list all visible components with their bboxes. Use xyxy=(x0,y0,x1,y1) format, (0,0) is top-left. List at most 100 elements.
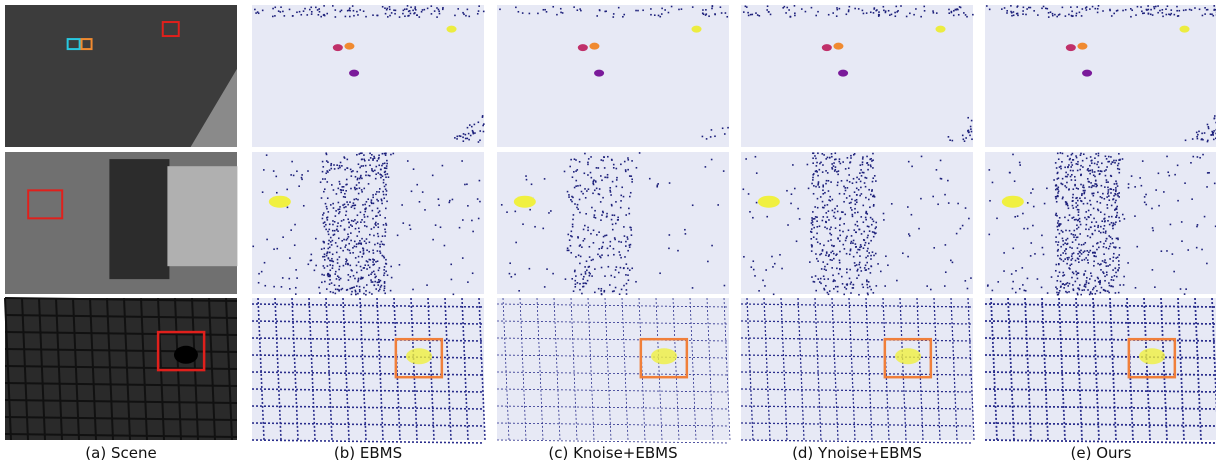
event-dot xyxy=(385,194,387,196)
event-dot xyxy=(1118,172,1120,174)
event-dot xyxy=(570,159,572,161)
event-dot xyxy=(1213,139,1215,141)
event-dot xyxy=(951,12,953,14)
event-dot xyxy=(327,211,329,213)
event-dot xyxy=(373,235,375,237)
event-dot xyxy=(383,182,385,184)
event-dot xyxy=(1081,253,1083,255)
event-dot xyxy=(584,225,586,227)
event-dot xyxy=(355,228,357,230)
event-dot xyxy=(379,267,381,269)
event-dot xyxy=(1086,277,1088,279)
event-dot xyxy=(811,222,813,224)
event-dot xyxy=(365,16,367,18)
event-dot xyxy=(1048,12,1050,14)
event-dot xyxy=(363,188,365,190)
event-dot xyxy=(1100,226,1102,228)
event-dot xyxy=(341,220,343,222)
event-dot xyxy=(560,12,562,14)
event-dot xyxy=(384,153,386,155)
event-dot xyxy=(966,16,968,18)
event-dot xyxy=(337,259,339,261)
event-dot xyxy=(1083,184,1085,186)
event-dot xyxy=(1097,170,1099,172)
event-dot xyxy=(1046,188,1048,190)
event-dot xyxy=(372,210,374,212)
event-dot xyxy=(1104,280,1106,282)
event-dot xyxy=(569,166,571,168)
event-dot xyxy=(361,277,363,279)
event-dot xyxy=(1072,241,1074,243)
event-dot xyxy=(947,180,949,182)
event-dot xyxy=(1123,284,1125,286)
event-dot xyxy=(588,188,590,190)
event-dot xyxy=(1108,282,1110,284)
event-dot xyxy=(1101,185,1103,187)
event-dot xyxy=(702,136,704,138)
event-dot xyxy=(839,240,841,242)
event-dot xyxy=(599,188,601,190)
event-dot xyxy=(1101,163,1103,165)
event-dot xyxy=(827,216,829,218)
event-dot xyxy=(376,166,378,168)
event-dot xyxy=(529,209,531,211)
event-dot xyxy=(832,281,834,283)
event-dot xyxy=(436,16,438,18)
event-dot xyxy=(828,240,830,242)
event-dot xyxy=(1078,214,1080,216)
event-dot xyxy=(839,269,841,271)
event-dot xyxy=(712,6,714,8)
event-dot xyxy=(1097,191,1099,193)
event-dot xyxy=(1093,260,1095,262)
event-dot xyxy=(284,15,286,17)
event-dot xyxy=(391,277,393,279)
event-dot xyxy=(263,169,265,171)
event-dot xyxy=(750,14,752,16)
event-blob xyxy=(822,44,832,51)
event-dot xyxy=(518,290,520,292)
event-dot xyxy=(1003,252,1005,254)
event-dot xyxy=(546,268,548,270)
event-dot xyxy=(351,206,353,208)
event-dot xyxy=(849,269,851,271)
event-dot xyxy=(870,258,872,260)
event-dot xyxy=(871,224,873,226)
event-dot xyxy=(1062,275,1064,277)
event-dot xyxy=(1047,8,1049,10)
event-dot xyxy=(859,195,861,197)
event-dot xyxy=(1066,263,1068,265)
event-dot xyxy=(1104,214,1106,216)
event-dot xyxy=(345,190,347,192)
event-dot xyxy=(613,248,615,250)
event-net xyxy=(252,440,484,443)
event-dot xyxy=(933,247,935,249)
event-dot xyxy=(366,260,368,262)
event-dot xyxy=(1071,154,1073,156)
event-dot xyxy=(352,287,354,289)
event-dot xyxy=(1152,227,1154,229)
event-dot xyxy=(377,243,379,245)
event-dot xyxy=(477,13,479,15)
event-dot xyxy=(1043,6,1045,8)
event-dot xyxy=(386,190,388,192)
event-dot xyxy=(965,137,967,139)
event-dot xyxy=(862,156,864,158)
event-blob xyxy=(406,348,432,364)
event-dot xyxy=(385,270,387,272)
event-dot xyxy=(1105,155,1107,157)
event-dot xyxy=(1185,288,1187,290)
event-dot xyxy=(847,157,849,159)
event-dot xyxy=(626,293,628,295)
event-dot xyxy=(811,219,813,221)
event-dot xyxy=(1115,209,1117,211)
event-image xyxy=(741,152,973,294)
event-dot xyxy=(1079,255,1081,257)
event-dot xyxy=(330,291,332,293)
event-dot xyxy=(692,204,694,206)
event-dot xyxy=(626,263,628,265)
event-dot xyxy=(360,152,362,154)
event-dot xyxy=(1152,269,1154,271)
event-dot xyxy=(339,183,341,185)
event-dot xyxy=(703,13,705,15)
event-dot xyxy=(329,275,331,277)
